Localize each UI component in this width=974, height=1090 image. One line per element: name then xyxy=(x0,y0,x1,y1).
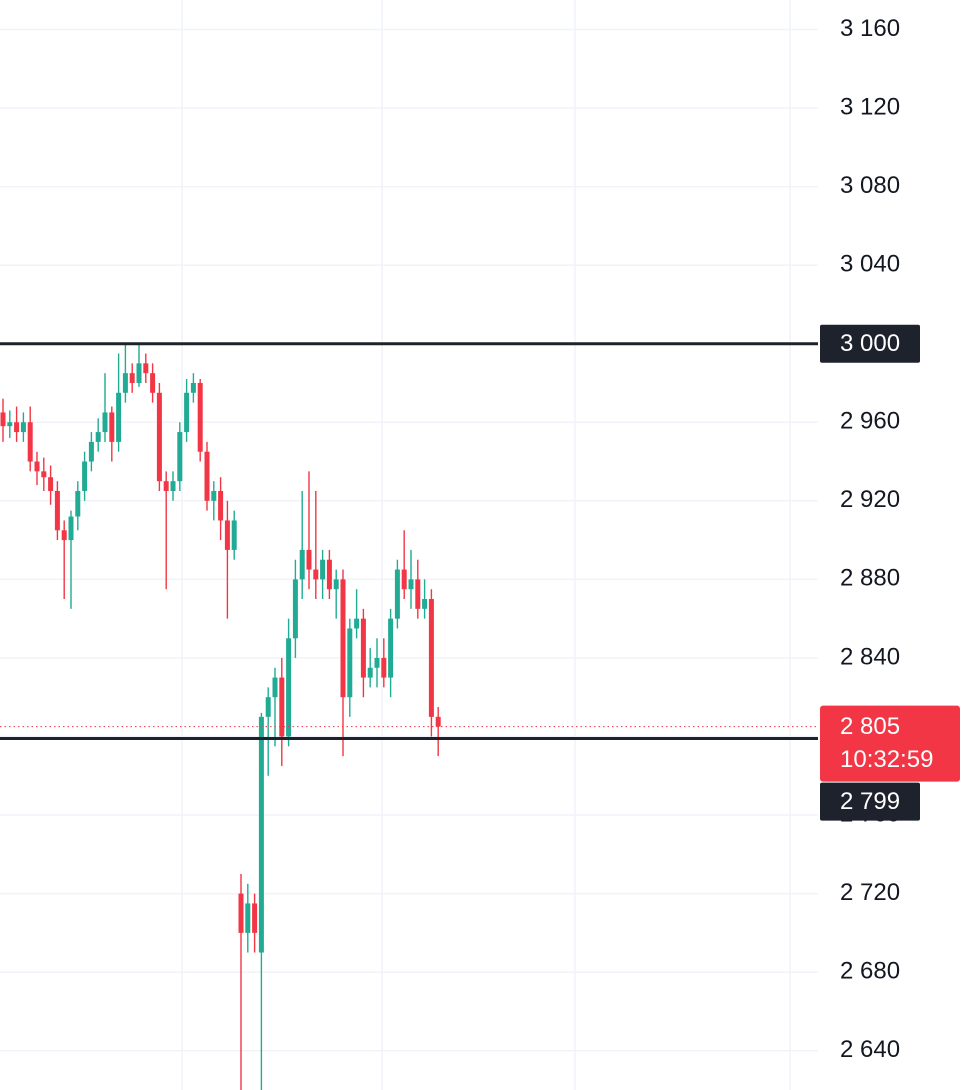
candle-body xyxy=(279,677,285,737)
candle-body xyxy=(388,618,394,678)
candle-body xyxy=(102,412,108,433)
candle-body xyxy=(7,422,13,427)
countdown-label: 10:32:59 xyxy=(840,746,933,773)
candle-body xyxy=(367,667,373,678)
candle-body xyxy=(190,382,196,393)
candle-body xyxy=(170,481,176,491)
candle-body xyxy=(41,471,47,478)
candle-body xyxy=(313,569,319,580)
candle-body xyxy=(408,579,414,590)
candle-body xyxy=(211,490,217,501)
candle-body xyxy=(422,599,428,609)
candle-body xyxy=(238,893,244,933)
candle-body xyxy=(14,422,20,433)
candle-body xyxy=(252,903,258,933)
overlays: 2 805 10:32:59 3 000 2 799 xyxy=(0,324,960,821)
candle-body xyxy=(326,559,332,590)
candle-body xyxy=(34,461,40,472)
candle-body xyxy=(27,422,33,462)
current-price-box xyxy=(820,705,960,782)
candle-body xyxy=(299,549,305,580)
y-tick-label: 3 080 xyxy=(840,172,900,199)
level-label-box xyxy=(820,782,920,821)
candle-body xyxy=(401,569,407,590)
candle-body xyxy=(156,392,162,482)
candle-body xyxy=(360,618,366,678)
y-tick-label: 2 960 xyxy=(840,408,900,435)
y-tick-label: 2 720 xyxy=(840,879,900,906)
candle-body xyxy=(265,697,271,717)
candle-body xyxy=(245,903,251,933)
y-tick-label: 2 640 xyxy=(840,1036,900,1063)
candle-body xyxy=(435,716,441,727)
candle-body xyxy=(54,490,60,531)
candle-body xyxy=(394,569,400,619)
candle-body xyxy=(306,549,312,570)
candle-body xyxy=(116,392,122,442)
candle-body xyxy=(136,363,142,383)
y-tick-label: 3 160 xyxy=(840,15,900,42)
candle-body xyxy=(224,520,230,550)
candle-body xyxy=(428,599,434,717)
y-tick-label: 2 840 xyxy=(840,643,900,670)
y-tick-label: 3 120 xyxy=(840,93,900,120)
horizontal-grid xyxy=(0,28,818,1052)
candle-body xyxy=(415,579,421,609)
candle-body xyxy=(129,373,135,383)
candle-body xyxy=(184,392,190,433)
level-label-box xyxy=(820,324,920,363)
candle-body xyxy=(354,618,360,629)
current-price-label: 2 805 xyxy=(840,713,900,740)
vertical-grid xyxy=(181,0,791,1090)
candle-body xyxy=(163,481,169,491)
candle-body xyxy=(109,412,115,442)
candle-body xyxy=(177,432,183,482)
y-tick-label: 2 880 xyxy=(840,565,900,592)
candle-body xyxy=(347,628,353,698)
level-label: 2 799 xyxy=(840,788,900,815)
candle-body xyxy=(68,516,74,541)
candle-body xyxy=(82,461,88,491)
candle-body xyxy=(286,638,292,737)
candle-body xyxy=(143,363,149,374)
candle-body xyxy=(374,657,380,668)
candle-body xyxy=(150,373,156,393)
candle-body xyxy=(292,579,298,639)
y-tick-label: 3 040 xyxy=(840,250,900,277)
candle-body xyxy=(333,579,339,590)
level-label: 3 000 xyxy=(840,330,900,357)
candle-body xyxy=(122,373,128,393)
candle-body xyxy=(320,559,326,580)
candle-body xyxy=(218,490,224,521)
candle-body xyxy=(381,657,387,678)
candle-body xyxy=(48,477,54,491)
candle-body xyxy=(340,579,346,698)
candle-body xyxy=(272,677,278,698)
candle-body xyxy=(88,441,94,462)
candle-body xyxy=(75,490,81,517)
candle-body xyxy=(95,432,101,442)
candles xyxy=(0,343,441,1090)
candle-body xyxy=(61,530,67,541)
candle-body xyxy=(231,520,237,550)
candle-body xyxy=(258,716,264,953)
y-tick-label: 2 920 xyxy=(840,486,900,513)
y-tick-label: 2 680 xyxy=(840,958,900,985)
candle-body xyxy=(20,422,26,433)
candle-body xyxy=(204,451,210,501)
candle-body xyxy=(197,382,203,452)
candle-body xyxy=(0,412,6,427)
